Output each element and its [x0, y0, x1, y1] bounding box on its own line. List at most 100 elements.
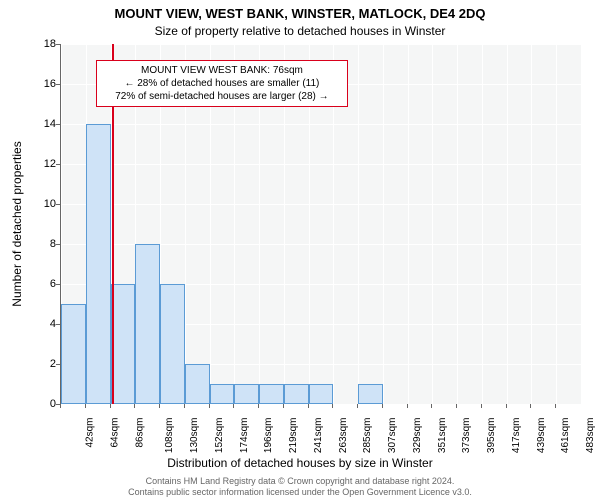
- footer-line2: Contains public sector information licen…: [0, 487, 600, 498]
- xtick-mark: [283, 404, 284, 408]
- annotation-line: ← 28% of detached houses are smaller (11…: [103, 77, 342, 90]
- xtick-mark: [233, 404, 234, 408]
- annotation-line: MOUNT VIEW WEST BANK: 76sqm: [103, 64, 342, 77]
- xtick-label: 64sqm: [109, 418, 120, 448]
- histogram-bar: [86, 124, 111, 404]
- histogram-bar: [185, 364, 210, 404]
- ytick-mark: [56, 364, 60, 365]
- xtick-label: 329sqm: [412, 418, 423, 454]
- ytick-label: 12: [26, 158, 56, 170]
- ytick-mark: [56, 284, 60, 285]
- xtick-label: 263sqm: [338, 418, 349, 454]
- xtick-label: 241sqm: [313, 418, 324, 454]
- grid-h: [61, 44, 581, 45]
- ytick-mark: [56, 244, 60, 245]
- xtick-label: 152sqm: [214, 418, 225, 454]
- grid-v: [482, 44, 483, 404]
- grid-h: [61, 164, 581, 165]
- annotation-box: MOUNT VIEW WEST BANK: 76sqm← 28% of deta…: [96, 60, 349, 107]
- xtick-mark: [258, 404, 259, 408]
- ytick-mark: [56, 204, 60, 205]
- grid-v: [531, 44, 532, 404]
- grid-v: [358, 44, 359, 404]
- ytick-mark: [56, 44, 60, 45]
- xtick-label: 439sqm: [536, 418, 547, 454]
- title-sub: Size of property relative to detached ho…: [0, 24, 600, 38]
- xtick-label: 285sqm: [362, 418, 373, 454]
- xtick-label: 174sqm: [239, 418, 250, 454]
- xtick-mark: [456, 404, 457, 408]
- xtick-mark: [431, 404, 432, 408]
- xtick-label: 42sqm: [85, 418, 96, 448]
- xtick-mark: [110, 404, 111, 408]
- xtick-mark: [85, 404, 86, 408]
- xtick-label: 130sqm: [189, 418, 200, 454]
- y-axis-label: Number of detached properties: [10, 141, 24, 306]
- histogram-bar: [259, 384, 284, 404]
- grid-h: [61, 124, 581, 125]
- histogram-bar: [111, 284, 136, 404]
- footer-attribution: Contains HM Land Registry data © Crown c…: [0, 476, 600, 498]
- xtick-label: 86sqm: [134, 418, 145, 448]
- histogram-bar: [234, 384, 259, 404]
- ytick-mark: [56, 164, 60, 165]
- ytick-label: 6: [26, 278, 56, 290]
- ytick-mark: [56, 324, 60, 325]
- ytick-label: 16: [26, 78, 56, 90]
- grid-v: [408, 44, 409, 404]
- grid-v: [556, 44, 557, 404]
- footer-line1: Contains HM Land Registry data © Crown c…: [0, 476, 600, 487]
- annotation-line: 72% of semi-detached houses are larger (…: [103, 90, 342, 103]
- title-main: MOUNT VIEW, WEST BANK, WINSTER, MATLOCK,…: [0, 6, 600, 21]
- grid-v: [457, 44, 458, 404]
- xtick-mark: [134, 404, 135, 408]
- xtick-mark: [357, 404, 358, 408]
- xtick-mark: [506, 404, 507, 408]
- xtick-label: 461sqm: [561, 418, 572, 454]
- histogram-bar: [61, 304, 86, 404]
- xtick-mark: [530, 404, 531, 408]
- histogram-bar: [358, 384, 383, 404]
- ytick-mark: [56, 84, 60, 85]
- xtick-mark: [481, 404, 482, 408]
- xtick-mark: [184, 404, 185, 408]
- xtick-label: 395sqm: [486, 418, 497, 454]
- histogram-bar: [309, 384, 334, 404]
- grid-v: [383, 44, 384, 404]
- ytick-label: 18: [26, 38, 56, 50]
- xtick-label: 307sqm: [387, 418, 398, 454]
- grid-v: [507, 44, 508, 404]
- xtick-label: 483sqm: [585, 418, 596, 454]
- ytick-label: 14: [26, 118, 56, 130]
- xtick-mark: [60, 404, 61, 408]
- xtick-mark: [209, 404, 210, 408]
- grid-h: [61, 204, 581, 205]
- xtick-label: 108sqm: [164, 418, 175, 454]
- ytick-label: 8: [26, 238, 56, 250]
- histogram-bar: [135, 244, 160, 404]
- xtick-mark: [407, 404, 408, 408]
- xtick-mark: [332, 404, 333, 408]
- histogram-bar: [160, 284, 185, 404]
- xtick-label: 373sqm: [462, 418, 473, 454]
- xtick-label: 351sqm: [437, 418, 448, 454]
- x-axis-label: Distribution of detached houses by size …: [0, 456, 600, 470]
- ytick-label: 10: [26, 198, 56, 210]
- histogram-bar: [210, 384, 235, 404]
- xtick-mark: [555, 404, 556, 408]
- chart-container: MOUNT VIEW, WEST BANK, WINSTER, MATLOCK,…: [0, 0, 600, 500]
- xtick-label: 417sqm: [511, 418, 522, 454]
- plot-area: MOUNT VIEW WEST BANK: 76sqm← 28% of deta…: [60, 44, 581, 405]
- ytick-label: 0: [26, 398, 56, 410]
- xtick-mark: [159, 404, 160, 408]
- ytick-label: 4: [26, 318, 56, 330]
- xtick-mark: [308, 404, 309, 408]
- grid-v: [432, 44, 433, 404]
- xtick-label: 196sqm: [263, 418, 274, 454]
- grid-h: [61, 404, 581, 405]
- histogram-bar: [284, 384, 309, 404]
- xtick-label: 219sqm: [288, 418, 299, 454]
- ytick-label: 2: [26, 358, 56, 370]
- xtick-mark: [382, 404, 383, 408]
- ytick-mark: [56, 124, 60, 125]
